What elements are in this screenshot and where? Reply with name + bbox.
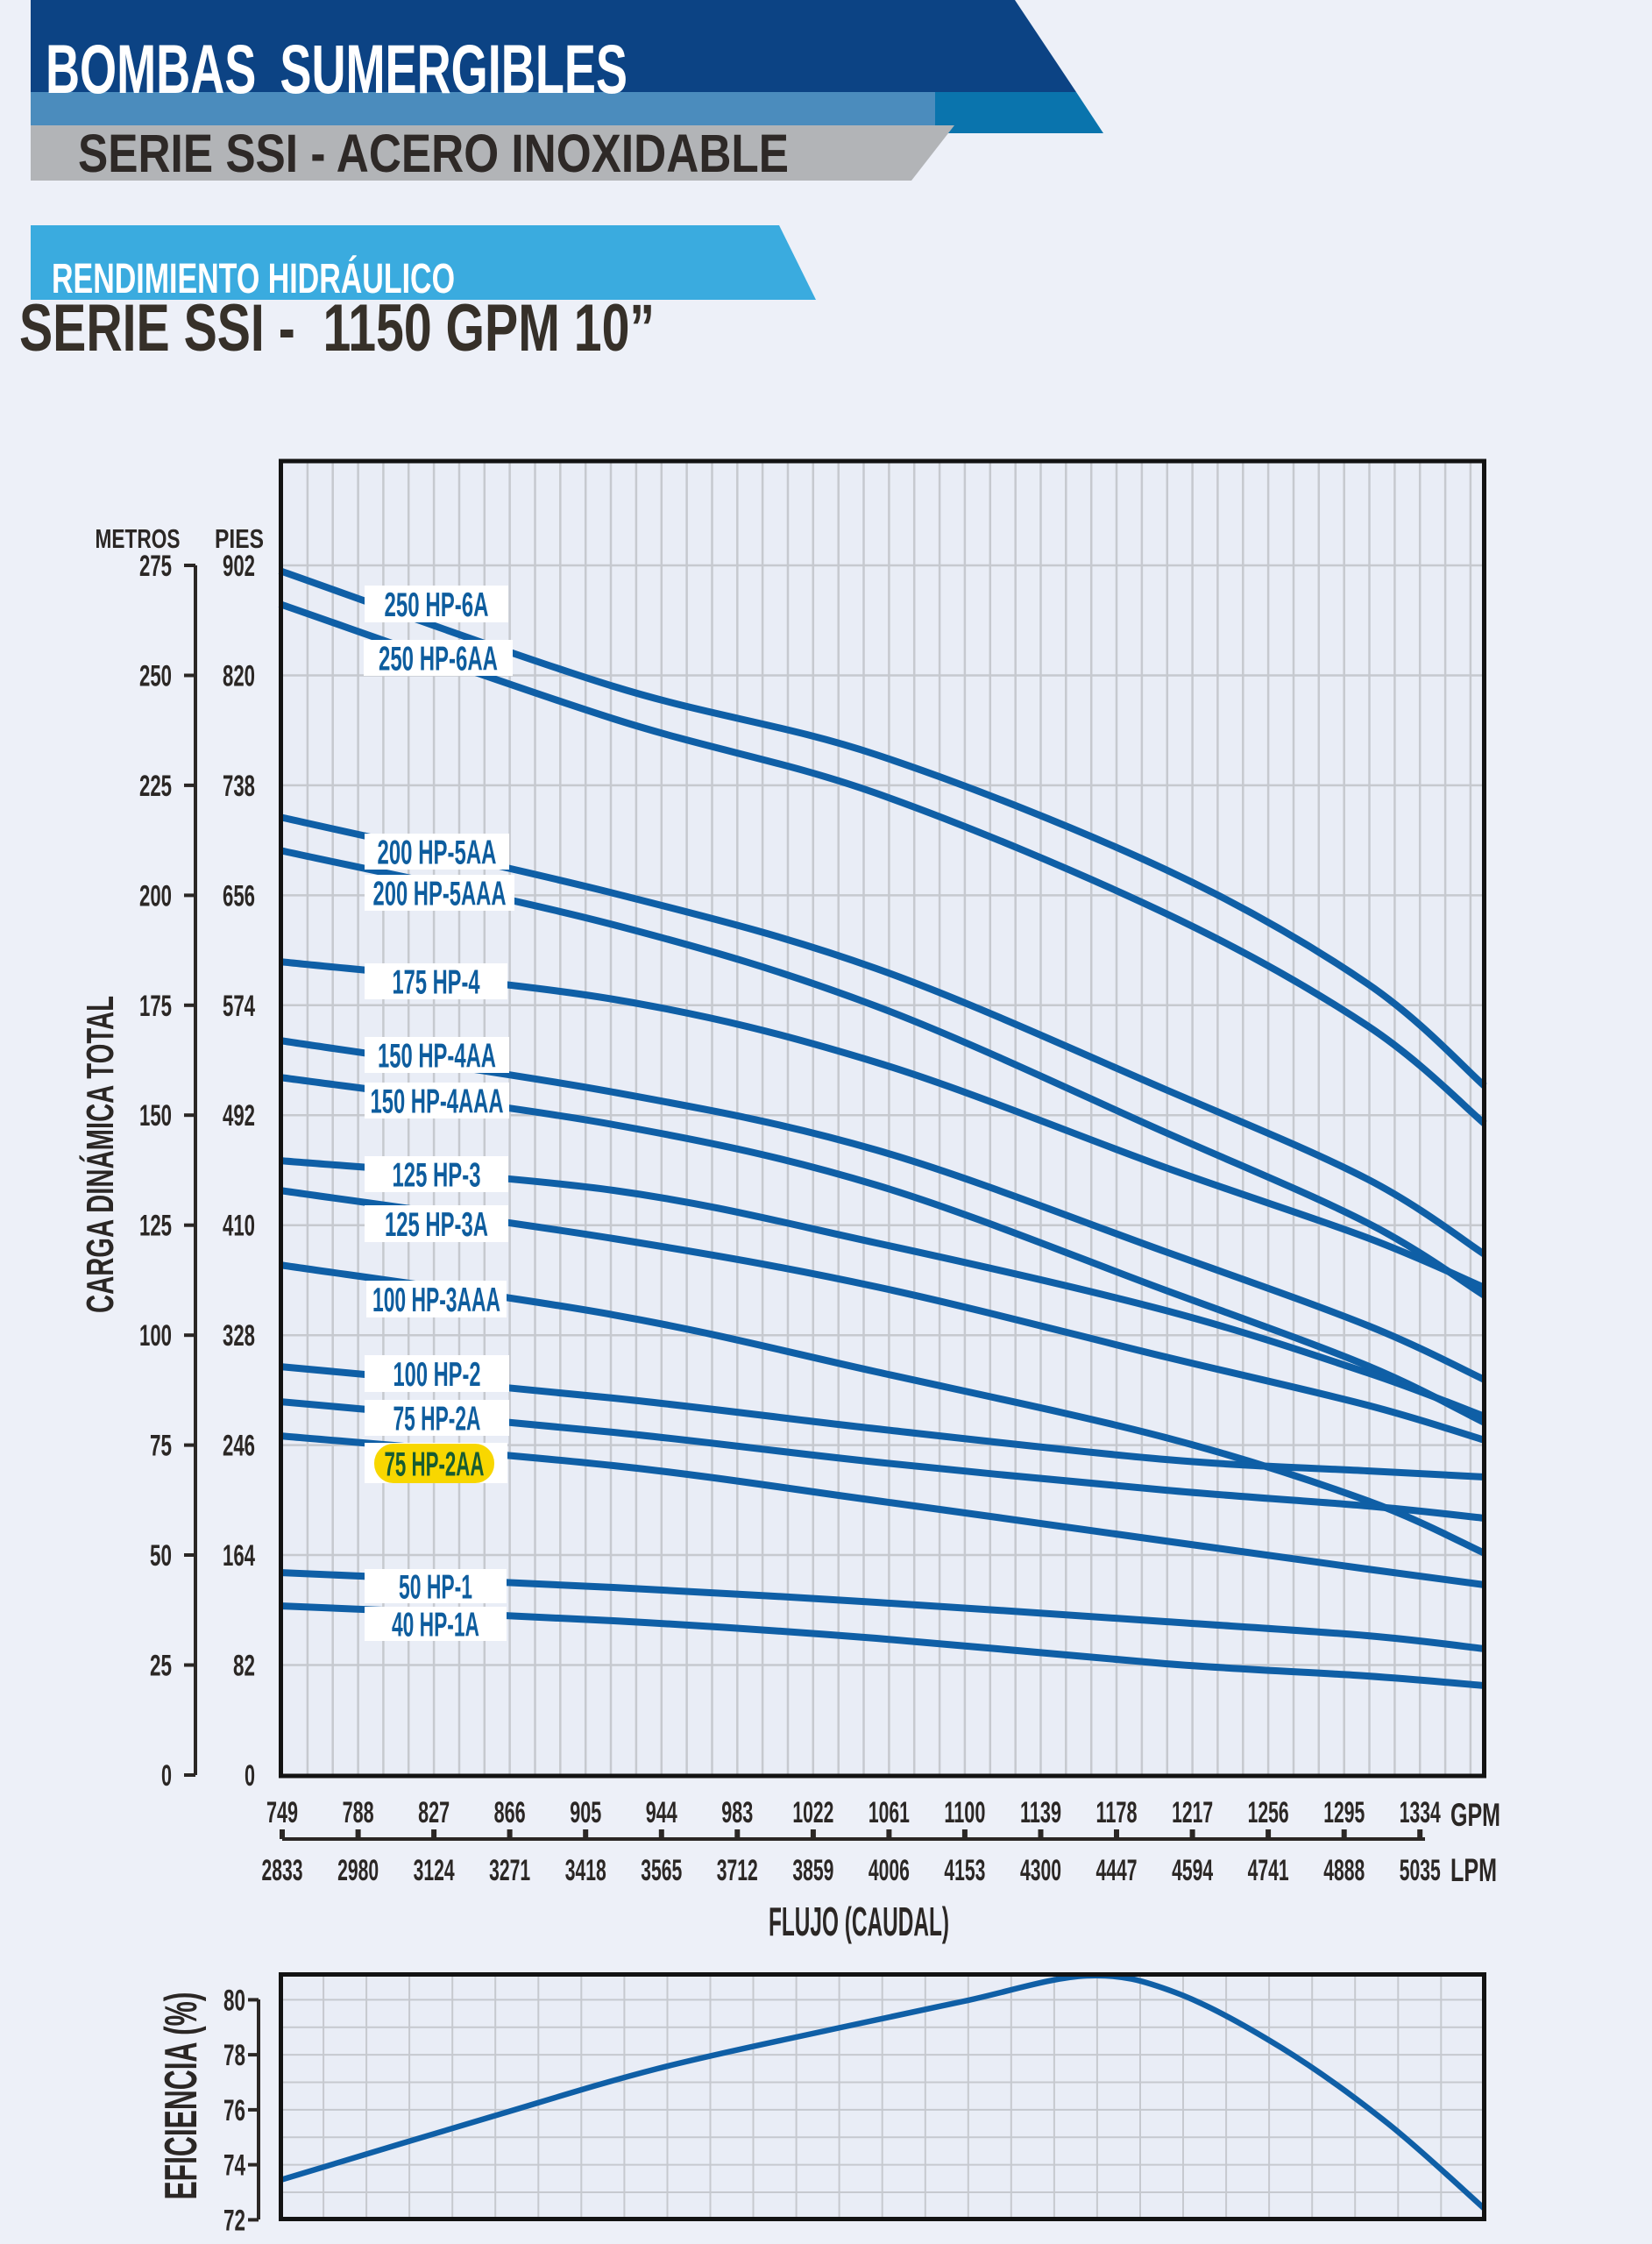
svg-text:100: 100	[139, 1319, 172, 1353]
svg-text:574: 574	[223, 990, 255, 1023]
svg-text:2833: 2833	[262, 1854, 303, 1887]
svg-text:125 HP-3: 125 HP-3	[393, 1157, 481, 1195]
svg-text:SERIE SSI - 1150 GPM 10”: SERIE SSI - 1150 GPM 10”	[19, 291, 655, 366]
svg-text:246: 246	[223, 1430, 255, 1463]
svg-text:CARGA DINÁMICA TOTAL: CARGA DINÁMICA TOTAL	[78, 996, 122, 1313]
svg-text:2980: 2980	[337, 1854, 379, 1887]
svg-text:1295: 1295	[1323, 1796, 1365, 1829]
svg-text:3712: 3712	[717, 1854, 758, 1887]
svg-text:1061: 1061	[869, 1796, 910, 1829]
svg-text:983: 983	[721, 1796, 753, 1829]
svg-text:0: 0	[245, 1759, 255, 1793]
svg-text:4447: 4447	[1096, 1854, 1138, 1887]
svg-text:200: 200	[139, 879, 172, 913]
svg-text:LPM: LPM	[1450, 1852, 1497, 1888]
svg-text:902: 902	[223, 550, 255, 583]
svg-text:150 HP-4AAA: 150 HP-4AAA	[371, 1083, 504, 1121]
svg-text:EFICIENCIA (%): EFICIENCIA (%)	[156, 1992, 207, 2200]
svg-text:PIES: PIES	[215, 523, 264, 554]
svg-text:50 HP-1: 50 HP-1	[399, 1569, 472, 1607]
svg-text:1022: 1022	[792, 1796, 833, 1829]
svg-text:78: 78	[223, 2039, 245, 2072]
svg-text:738: 738	[223, 770, 255, 803]
svg-text:820: 820	[223, 660, 255, 693]
svg-text:80: 80	[223, 1984, 245, 2017]
svg-text:250 HP-6A: 250 HP-6A	[385, 586, 489, 624]
svg-text:76: 76	[223, 2094, 245, 2127]
svg-text:50: 50	[150, 1539, 172, 1573]
svg-text:3565: 3565	[641, 1854, 682, 1887]
svg-text:75: 75	[150, 1430, 172, 1463]
svg-text:1256: 1256	[1248, 1796, 1289, 1829]
svg-text:788: 788	[343, 1796, 374, 1829]
svg-text:328: 328	[223, 1319, 255, 1353]
svg-text:3271: 3271	[489, 1854, 530, 1887]
svg-text:4594: 4594	[1172, 1854, 1213, 1887]
svg-text:250 HP-6AA: 250 HP-6AA	[379, 641, 498, 678]
svg-text:RENDIMIENTO HIDRÁULICO: RENDIMIENTO HIDRÁULICO	[52, 255, 455, 302]
svg-text:3124: 3124	[414, 1854, 455, 1887]
svg-text:827: 827	[418, 1796, 450, 1829]
svg-text:75 HP-2A: 75 HP-2A	[394, 1401, 481, 1438]
svg-text:0: 0	[161, 1759, 172, 1793]
svg-text:GPM: GPM	[1450, 1797, 1500, 1833]
svg-text:3418: 3418	[565, 1854, 606, 1887]
svg-text:225: 225	[139, 770, 172, 803]
svg-text:200 HP-5AA: 200 HP-5AA	[378, 834, 497, 872]
svg-text:866: 866	[494, 1796, 526, 1829]
svg-text:275: 275	[139, 550, 172, 583]
svg-text:3859: 3859	[792, 1854, 833, 1887]
svg-text:1100: 1100	[944, 1796, 985, 1829]
svg-text:1139: 1139	[1020, 1796, 1061, 1829]
svg-text:656: 656	[223, 879, 255, 913]
svg-text:75 HP-2AA: 75 HP-2AA	[385, 1446, 485, 1484]
svg-text:METROS: METROS	[96, 523, 181, 554]
svg-text:72: 72	[223, 2204, 245, 2237]
svg-text:749: 749	[266, 1796, 298, 1829]
svg-text:100 HP-2: 100 HP-2	[394, 1356, 481, 1394]
svg-text:25: 25	[150, 1650, 172, 1683]
svg-text:4300: 4300	[1020, 1854, 1061, 1887]
svg-text:905: 905	[570, 1796, 601, 1829]
svg-text:164: 164	[223, 1539, 255, 1573]
svg-text:4006: 4006	[869, 1854, 910, 1887]
svg-text:200 HP-5AAA: 200 HP-5AAA	[373, 876, 507, 913]
svg-text:492: 492	[223, 1099, 255, 1133]
svg-text:4888: 4888	[1323, 1854, 1365, 1887]
svg-text:100 HP-3AAA: 100 HP-3AAA	[372, 1282, 500, 1319]
svg-text:4741: 4741	[1248, 1854, 1289, 1887]
svg-text:FLUJO (CAUDAL): FLUJO (CAUDAL)	[769, 1899, 949, 1944]
svg-text:125 HP-3A: 125 HP-3A	[385, 1206, 488, 1244]
svg-text:1334: 1334	[1400, 1796, 1441, 1829]
svg-text:150 HP-4AA: 150 HP-4AA	[378, 1038, 496, 1076]
svg-text:125: 125	[139, 1210, 172, 1243]
svg-text:40 HP-1A: 40 HP-1A	[392, 1607, 479, 1644]
svg-text:250: 250	[139, 660, 172, 693]
svg-text:4153: 4153	[944, 1854, 985, 1887]
svg-text:150: 150	[139, 1099, 172, 1133]
svg-text:410: 410	[223, 1210, 255, 1243]
svg-text:175 HP-4: 175 HP-4	[393, 964, 480, 1002]
svg-text:944: 944	[646, 1796, 677, 1829]
svg-text:1217: 1217	[1172, 1796, 1213, 1829]
svg-text:BOMBAS SUMERGIBLES: BOMBAS SUMERGIBLES	[46, 30, 627, 108]
svg-text:82: 82	[233, 1650, 255, 1683]
svg-text:175: 175	[139, 990, 172, 1023]
svg-text:SERIE SSI - ACERO INOXIDABLE: SERIE SSI - ACERO INOXIDABLE	[78, 124, 789, 183]
svg-text:1178: 1178	[1096, 1796, 1138, 1829]
svg-text:74: 74	[223, 2149, 245, 2183]
svg-text:5035: 5035	[1400, 1854, 1441, 1887]
